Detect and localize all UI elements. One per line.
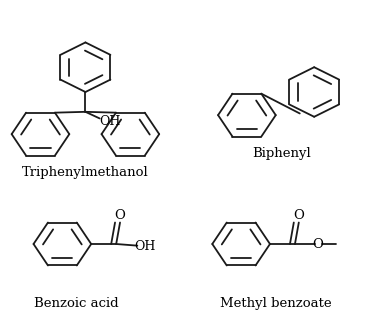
- Text: OH: OH: [134, 240, 156, 253]
- Text: OH: OH: [99, 115, 121, 128]
- Text: Triphenylmethanol: Triphenylmethanol: [22, 166, 149, 179]
- Text: O: O: [293, 209, 304, 222]
- Text: O: O: [312, 238, 323, 251]
- Text: Biphenyl: Biphenyl: [252, 146, 311, 160]
- Text: O: O: [115, 209, 126, 222]
- Text: Benzoic acid: Benzoic acid: [34, 297, 118, 310]
- Text: Methyl benzoate: Methyl benzoate: [220, 297, 332, 310]
